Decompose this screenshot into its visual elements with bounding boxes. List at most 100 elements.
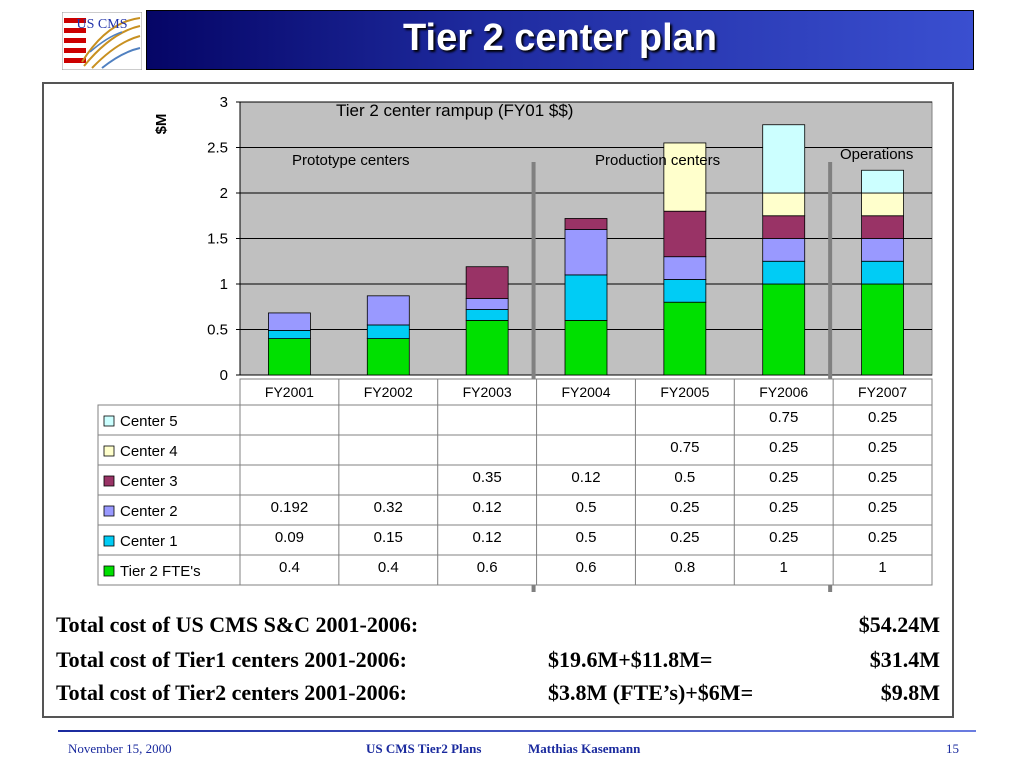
data-label: 0.5 [576,499,597,516]
summary-label-1: Total cost of US CMS S&C 2001-2006: [56,612,419,637]
footer-page-number: 15 [946,741,959,756]
summary-label-3: Total cost of Tier2 centers 2001-2006: [56,680,407,705]
legend-entry: Center 4 [120,443,178,460]
legend-entry: Center 1 [120,533,178,550]
phase-annotation: Production centers [595,152,720,169]
bar-segment [465,309,509,321]
summary-total-2: $31.4M [869,647,940,672]
data-label: 0.6 [477,559,498,576]
bar-segment [268,330,311,340]
data-label: 0.09 [275,529,304,546]
x-tick-label: FY2004 [561,384,610,400]
phase-annotation: Prototype centers [292,152,410,169]
legend-swatch [103,445,115,457]
bar-segment [564,228,608,276]
data-label: 0.25 [769,469,798,486]
data-label: 0.25 [868,439,897,456]
summary-detail-2: $19.6M+$11.8M= [548,647,713,672]
data-label: 0.75 [670,439,699,456]
x-tick-label: FY2006 [759,384,808,400]
y-tick-label: 1.5 [207,231,228,248]
bar-segment [861,215,904,239]
summary-label-2: Total cost of Tier1 centers 2001-2006: [56,647,407,672]
y-axis-label: $M [153,114,170,135]
title-bar: Tier 2 center plan [146,10,974,70]
data-label: 0.25 [769,529,798,546]
data-label: 0.25 [868,409,897,426]
data-label: 0.4 [279,559,300,576]
data-label: 0.12 [473,499,502,516]
data-label: 0.35 [473,469,502,486]
footer-title: US CMS Tier2 Plans [366,741,482,756]
stacked-bar-chart: 0 0.5 1 1.5 2 2.5 3 $M Tier 2 center rampup (FY0… [97,94,933,592]
x-tick-label: FY2007 [858,384,907,400]
bar-segment [861,283,904,376]
bar-segment [465,298,509,310]
bar-segment [861,238,904,262]
y-tick-label: 2 [220,185,228,202]
bar-segment [861,192,904,217]
bar-segment [268,338,311,376]
data-label: 0.32 [374,499,403,516]
bar-segment [762,192,806,217]
y-tick-label: 0 [220,367,228,384]
plot-area: 0 0.5 1 1.5 2 2.5 3 $M Tier 2 center rampup (FY0… [153,94,933,592]
bar-segment [366,338,410,376]
phase-separator [531,162,536,592]
bar-segment [465,266,509,299]
bar-segment [564,218,608,230]
data-label: 0.12 [571,469,600,486]
bar-segment [861,169,904,194]
bar-segment [663,279,707,303]
bar-segment [663,256,707,280]
data-label: 0.15 [374,529,403,546]
data-label: 0.25 [868,469,897,486]
summary-total-1: $54.24M [858,612,940,637]
x-tick-label: FY2001 [265,384,314,400]
data-label: 0.75 [769,409,798,426]
data-label: 0.25 [868,499,897,516]
data-label: 1 [780,559,788,576]
bar-segment [861,260,904,285]
data-label: 0.25 [670,529,699,546]
data-label: 0.6 [576,559,597,576]
bar-segment [762,124,806,194]
data-label: 0.5 [674,469,695,486]
legend-entry: Center 5 [120,413,178,430]
content-frame: 0 0.5 1 1.5 2 2.5 3 $M Tier 2 center rampup (FY0… [42,82,954,718]
bar-segment [268,312,311,331]
x-tick-label: FY2005 [660,384,709,400]
data-label: 0.25 [769,499,798,516]
phase-annotation: Operations [840,146,913,163]
bar-segment [564,274,608,321]
footer-divider [58,730,976,732]
data-label: 0.12 [473,529,502,546]
legend-swatch [103,535,115,547]
bar-segment [663,301,707,376]
logo-text: US CMS [77,17,128,32]
x-tick-label: FY2002 [364,384,413,400]
y-tick-label: 2.5 [207,140,228,157]
data-label: 1 [878,559,886,576]
footer-author: Matthias Kasemann [528,741,641,756]
data-label: 0.192 [271,499,309,516]
bar-segment [465,319,509,376]
us-cms-logo: US CMS [62,12,142,70]
phase-separator [828,162,833,592]
legend-swatch [103,475,115,487]
legend-entry: Center 2 [120,503,178,520]
data-label: 0.25 [670,499,699,516]
legend-entry: Tier 2 FTE's [120,563,201,580]
bar-segment [762,215,806,239]
legend-swatch [103,415,115,427]
bar-segment [663,210,707,258]
y-tick-label: 0.5 [207,322,228,339]
data-label: 0.5 [576,529,597,546]
bar-segment [762,260,806,285]
data-table: FY2001 FY2002 FY2003 FY2004 FY2005 FY2006 FY20… [97,378,933,586]
legend-entry: Center 3 [120,473,178,490]
y-tick-label: 3 [220,94,228,111]
summary-detail-3: $3.8M (FTE’s)+$6M= [548,680,754,705]
bar-segment [762,238,806,262]
bar-segment [663,142,707,212]
